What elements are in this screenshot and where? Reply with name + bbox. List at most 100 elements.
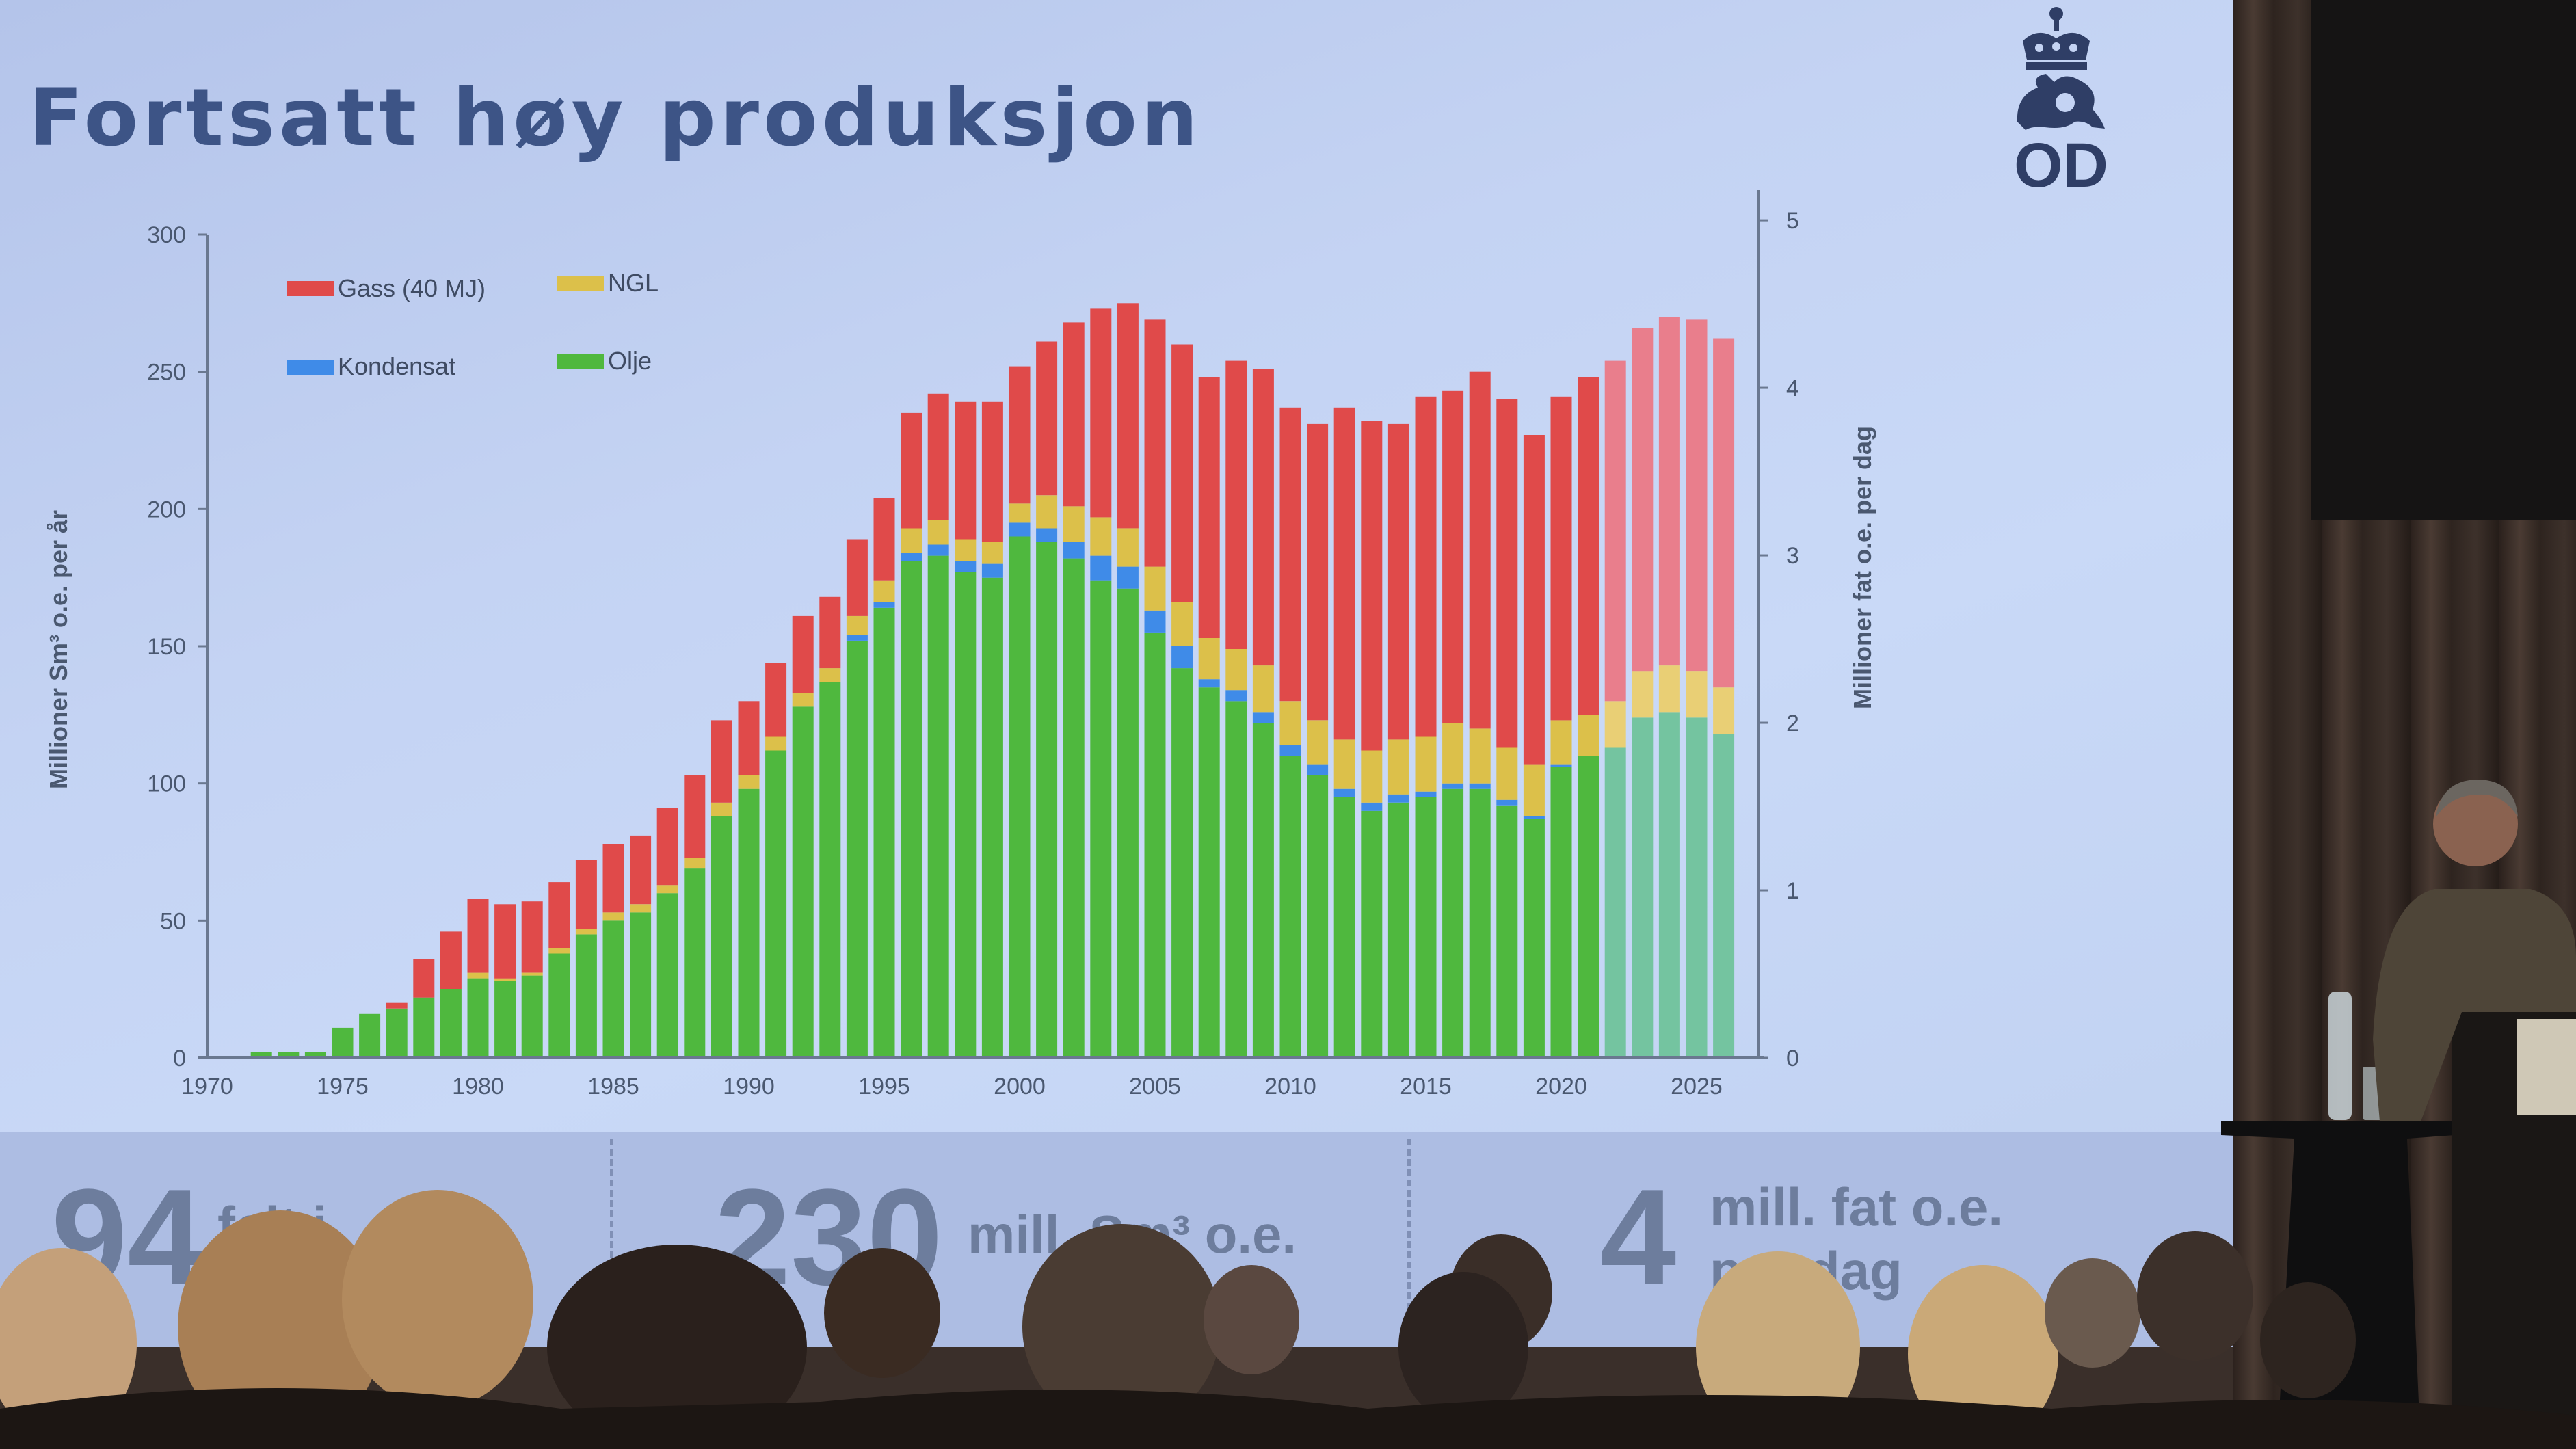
bar-gass-1984 <box>575 860 597 929</box>
bar-ngl-2015 <box>1415 736 1437 792</box>
bar-gass-2014 <box>1387 423 1409 740</box>
bar-ngl-2010 <box>1279 701 1301 745</box>
bar-ngl-2013 <box>1361 750 1383 803</box>
bar-ngl-1991 <box>765 736 787 751</box>
bar-olje-2009 <box>1252 723 1274 1058</box>
bar-kondensat-2015 <box>1415 791 1437 797</box>
bar-olje-1980 <box>467 978 489 1058</box>
bar-gass-2006 <box>1171 344 1193 602</box>
bar-olje-1987 <box>656 893 678 1058</box>
y-axis-title: Millioner Sm³ o.e. per år <box>44 510 72 789</box>
bar-kondensat-2014 <box>1387 794 1409 803</box>
bar-olje-1982 <box>521 975 543 1058</box>
bar-ngl-2003 <box>1090 517 1112 556</box>
bar-gass-1983 <box>548 882 570 948</box>
bar-olje-1999 <box>981 577 1003 1058</box>
bar-kondensat-2016 <box>1442 783 1464 789</box>
presenter-hair <box>2436 780 2518 817</box>
bar-olje-1974 <box>304 1052 326 1058</box>
legend-label-ngl: NGL <box>608 269 659 297</box>
bar-ngl-2016 <box>1442 723 1464 784</box>
bar-kondensat-1995 <box>873 602 895 608</box>
bar-ngl-1993 <box>819 668 841 682</box>
bar-olje-1986 <box>630 912 652 1058</box>
bar-kondensat-2005 <box>1144 610 1166 633</box>
chart-legend: Gass (40 MJ) NGL Kondensat Olje <box>287 269 659 380</box>
bar-olje-2005 <box>1144 632 1166 1058</box>
bar-layer <box>250 303 1735 1058</box>
bar-gass-1987 <box>656 808 678 886</box>
bar-kondensat-2010 <box>1279 745 1301 756</box>
bar-ngl-1999 <box>981 542 1003 564</box>
bar-kondensat-2004 <box>1117 566 1139 589</box>
bar-olje-2010 <box>1279 756 1301 1058</box>
y-tick-label: 100 <box>147 771 186 797</box>
bar-olje-1988 <box>684 868 706 1058</box>
bar-ngl-1983 <box>548 948 570 954</box>
y2-axis-title: Millioner fat o.e. per dag <box>1848 426 1876 709</box>
bar-ngl-2012 <box>1333 739 1355 789</box>
bar-olje-2001 <box>1036 542 1058 1058</box>
bar-kondensat-2020 <box>1550 764 1572 767</box>
legend-swatch-olje <box>557 354 604 369</box>
x-tick-label: 1985 <box>587 1074 639 1100</box>
bar-ngl-1986 <box>630 904 652 913</box>
bar-ngl-1985 <box>602 912 624 921</box>
bar-ngl-2002 <box>1063 506 1085 542</box>
bar-kondensat-2000 <box>1009 522 1031 537</box>
bar-olje-2006 <box>1171 668 1193 1058</box>
bar-ngl-2020 <box>1550 720 1572 765</box>
y-tick-label: 150 <box>147 634 186 660</box>
bar-gass-2018 <box>1496 399 1518 748</box>
bar-olje-1995 <box>873 607 895 1058</box>
bar-olje-2011 <box>1307 775 1329 1058</box>
kpi-barrels-unit: mill. fat o.e. <box>1710 1177 2004 1237</box>
bar-gass-1997 <box>927 393 949 520</box>
bar-kondensat-2006 <box>1171 646 1193 669</box>
bar-olje-2008 <box>1225 701 1247 1058</box>
x-tick-label: 2025 <box>1671 1074 1723 1100</box>
presentation-slide: Fortsatt høy produksjon OD 0 50 100 150 200 2… <box>0 0 2233 1347</box>
x-tick-label: 1995 <box>858 1074 910 1100</box>
bar-kondensat-1994 <box>846 635 868 641</box>
legend-swatch-kondensat <box>287 360 334 375</box>
bar-olje-1973 <box>278 1052 300 1058</box>
bar-olje-2004 <box>1117 588 1139 1058</box>
legend-swatch-ngl <box>557 276 604 291</box>
bar-olje-2022 <box>1604 747 1626 1058</box>
bar-gass-2022 <box>1604 360 1626 702</box>
bar-olje-1994 <box>846 641 868 1058</box>
kpi-barrels-number: 4 <box>1600 1161 1677 1314</box>
y2-tick-label: 1 <box>1786 878 1799 904</box>
bar-olje-1984 <box>575 934 597 1058</box>
y-tick-label: 300 <box>147 222 186 248</box>
bar-olje-1992 <box>792 706 814 1058</box>
bar-olje-1972 <box>250 1052 272 1058</box>
bar-olje-2018 <box>1496 805 1518 1058</box>
legend-label-kondensat: Kondensat <box>338 352 455 380</box>
bar-gass-1979 <box>440 931 462 989</box>
legend-label-gass: Gass (40 MJ) <box>338 274 486 302</box>
bar-olje-2026 <box>1713 734 1735 1058</box>
bar-gass-1982 <box>521 901 543 973</box>
bar-ngl-2023 <box>1632 671 1654 718</box>
bar-gass-1994 <box>846 539 868 616</box>
bar-kondensat-1998 <box>955 561 977 572</box>
bar-olje-1976 <box>359 1013 381 1058</box>
bar-gass-2017 <box>1469 371 1491 729</box>
bar-ngl-2014 <box>1387 739 1409 795</box>
bar-kondensat-2009 <box>1252 712 1274 723</box>
bar-ngl-1980 <box>467 972 489 979</box>
bar-ngl-1984 <box>575 929 597 935</box>
bar-gass-2003 <box>1090 308 1112 518</box>
bar-olje-2002 <box>1063 558 1085 1058</box>
bar-gass-2002 <box>1063 322 1085 507</box>
stage-valance <box>2311 0 2576 520</box>
bar-gass-1978 <box>413 959 435 998</box>
bar-ngl-2011 <box>1307 720 1329 765</box>
bar-olje-2019 <box>1523 819 1545 1058</box>
bar-gass-1977 <box>386 1002 408 1009</box>
bar-ngl-1987 <box>656 885 678 894</box>
y2-tick-label: 2 <box>1786 710 1799 736</box>
